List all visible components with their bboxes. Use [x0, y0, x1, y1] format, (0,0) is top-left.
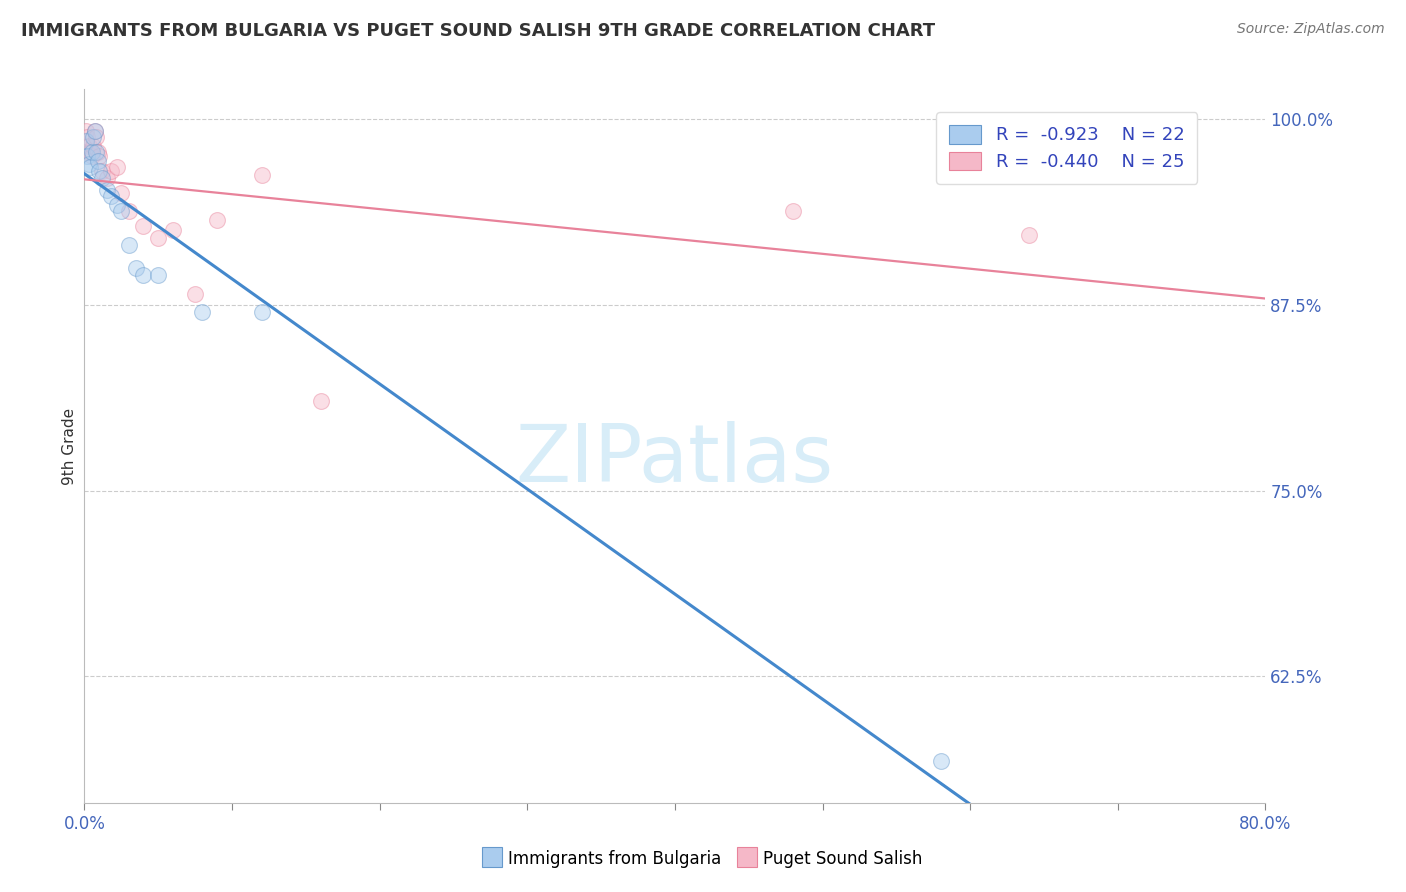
Point	[96, 183, 118, 197]
Point	[75, 134, 97, 148]
Text: ZIPatlas: ZIPatlas	[516, 421, 834, 500]
Point	[118, 238, 141, 252]
Point	[118, 204, 141, 219]
Point	[86, 153, 108, 168]
Point	[87, 164, 111, 178]
Point	[782, 204, 804, 219]
Point	[110, 186, 132, 201]
Point	[148, 231, 170, 245]
Point	[110, 204, 132, 219]
Point	[79, 160, 101, 174]
Point	[84, 145, 107, 159]
Point	[162, 223, 184, 237]
Y-axis label: 9th Grade: 9th Grade	[62, 408, 77, 484]
Point	[929, 754, 952, 768]
Legend: R =  -0.923    N = 22, R =  -0.440    N = 25: R = -0.923 N = 22, R = -0.440 N = 25	[936, 112, 1198, 184]
Point	[207, 213, 229, 227]
Point	[77, 138, 100, 153]
Point	[125, 260, 148, 275]
Point	[250, 169, 273, 183]
Point	[96, 171, 118, 186]
Point	[82, 129, 104, 144]
Point	[148, 268, 170, 282]
Point	[91, 164, 114, 178]
Point	[250, 305, 273, 319]
Point	[100, 164, 122, 178]
Point	[86, 145, 108, 159]
Point	[184, 287, 207, 301]
Point	[75, 124, 97, 138]
Point	[79, 145, 101, 159]
Point	[82, 138, 104, 153]
Point	[84, 129, 107, 144]
Point	[83, 124, 105, 138]
Point	[132, 268, 155, 282]
Point	[91, 171, 114, 186]
Point	[80, 149, 103, 163]
Text: Source: ZipAtlas.com: Source: ZipAtlas.com	[1237, 22, 1385, 37]
Point	[132, 219, 155, 233]
Point	[1018, 227, 1040, 242]
Point	[309, 394, 332, 409]
Point	[83, 124, 105, 138]
Legend: Immigrants from Bulgaria, Puget Sound Salish: Immigrants from Bulgaria, Puget Sound Sa…	[477, 844, 929, 875]
Point	[76, 129, 98, 144]
Point	[105, 160, 128, 174]
Point	[76, 149, 98, 163]
Text: IMMIGRANTS FROM BULGARIA VS PUGET SOUND SALISH 9TH GRADE CORRELATION CHART: IMMIGRANTS FROM BULGARIA VS PUGET SOUND …	[21, 22, 935, 40]
Point	[100, 189, 122, 203]
Point	[191, 305, 214, 319]
Point	[105, 198, 128, 212]
Point	[80, 145, 103, 159]
Point	[77, 156, 100, 170]
Point	[87, 149, 111, 163]
